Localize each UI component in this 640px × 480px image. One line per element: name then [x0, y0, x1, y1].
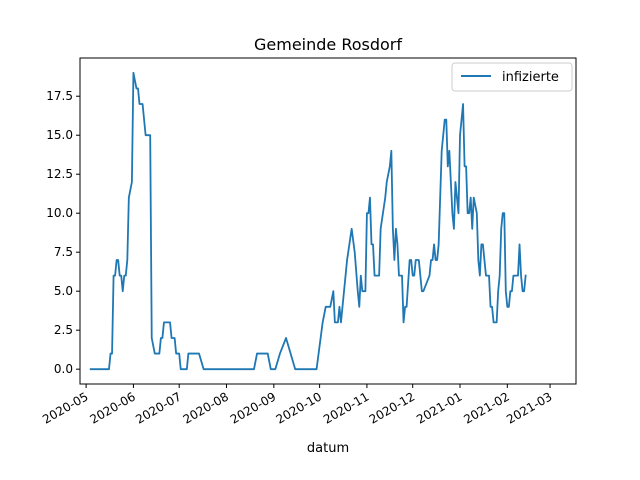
y-tick-label: 10.0 — [46, 206, 73, 220]
legend-frame — [451, 62, 573, 92]
legend: infizierte — [451, 62, 573, 92]
y-tick-label: 17.5 — [46, 89, 73, 103]
y-tick-label: 12.5 — [46, 167, 73, 181]
y-tick-label: 0.0 — [54, 362, 73, 376]
y-tick-label: 7.5 — [54, 245, 73, 259]
y-tick-label: 2.5 — [54, 323, 73, 337]
plot-frame — [79, 57, 577, 385]
y-tick-label: 15.0 — [46, 128, 73, 142]
y-tick-label: 5.0 — [54, 284, 73, 298]
x-axis-label: datum — [307, 441, 349, 456]
series-line-infizierte — [89, 71, 527, 371]
chart-title: Gemeinde Rosdorf — [254, 35, 402, 54]
plot-area — [79, 57, 577, 385]
y-axis: 0.0 2.5 5.0 7.5 10.0 12.5 15.0 17.5 — [46, 89, 80, 376]
legend-series-label: infizierte — [502, 70, 559, 85]
